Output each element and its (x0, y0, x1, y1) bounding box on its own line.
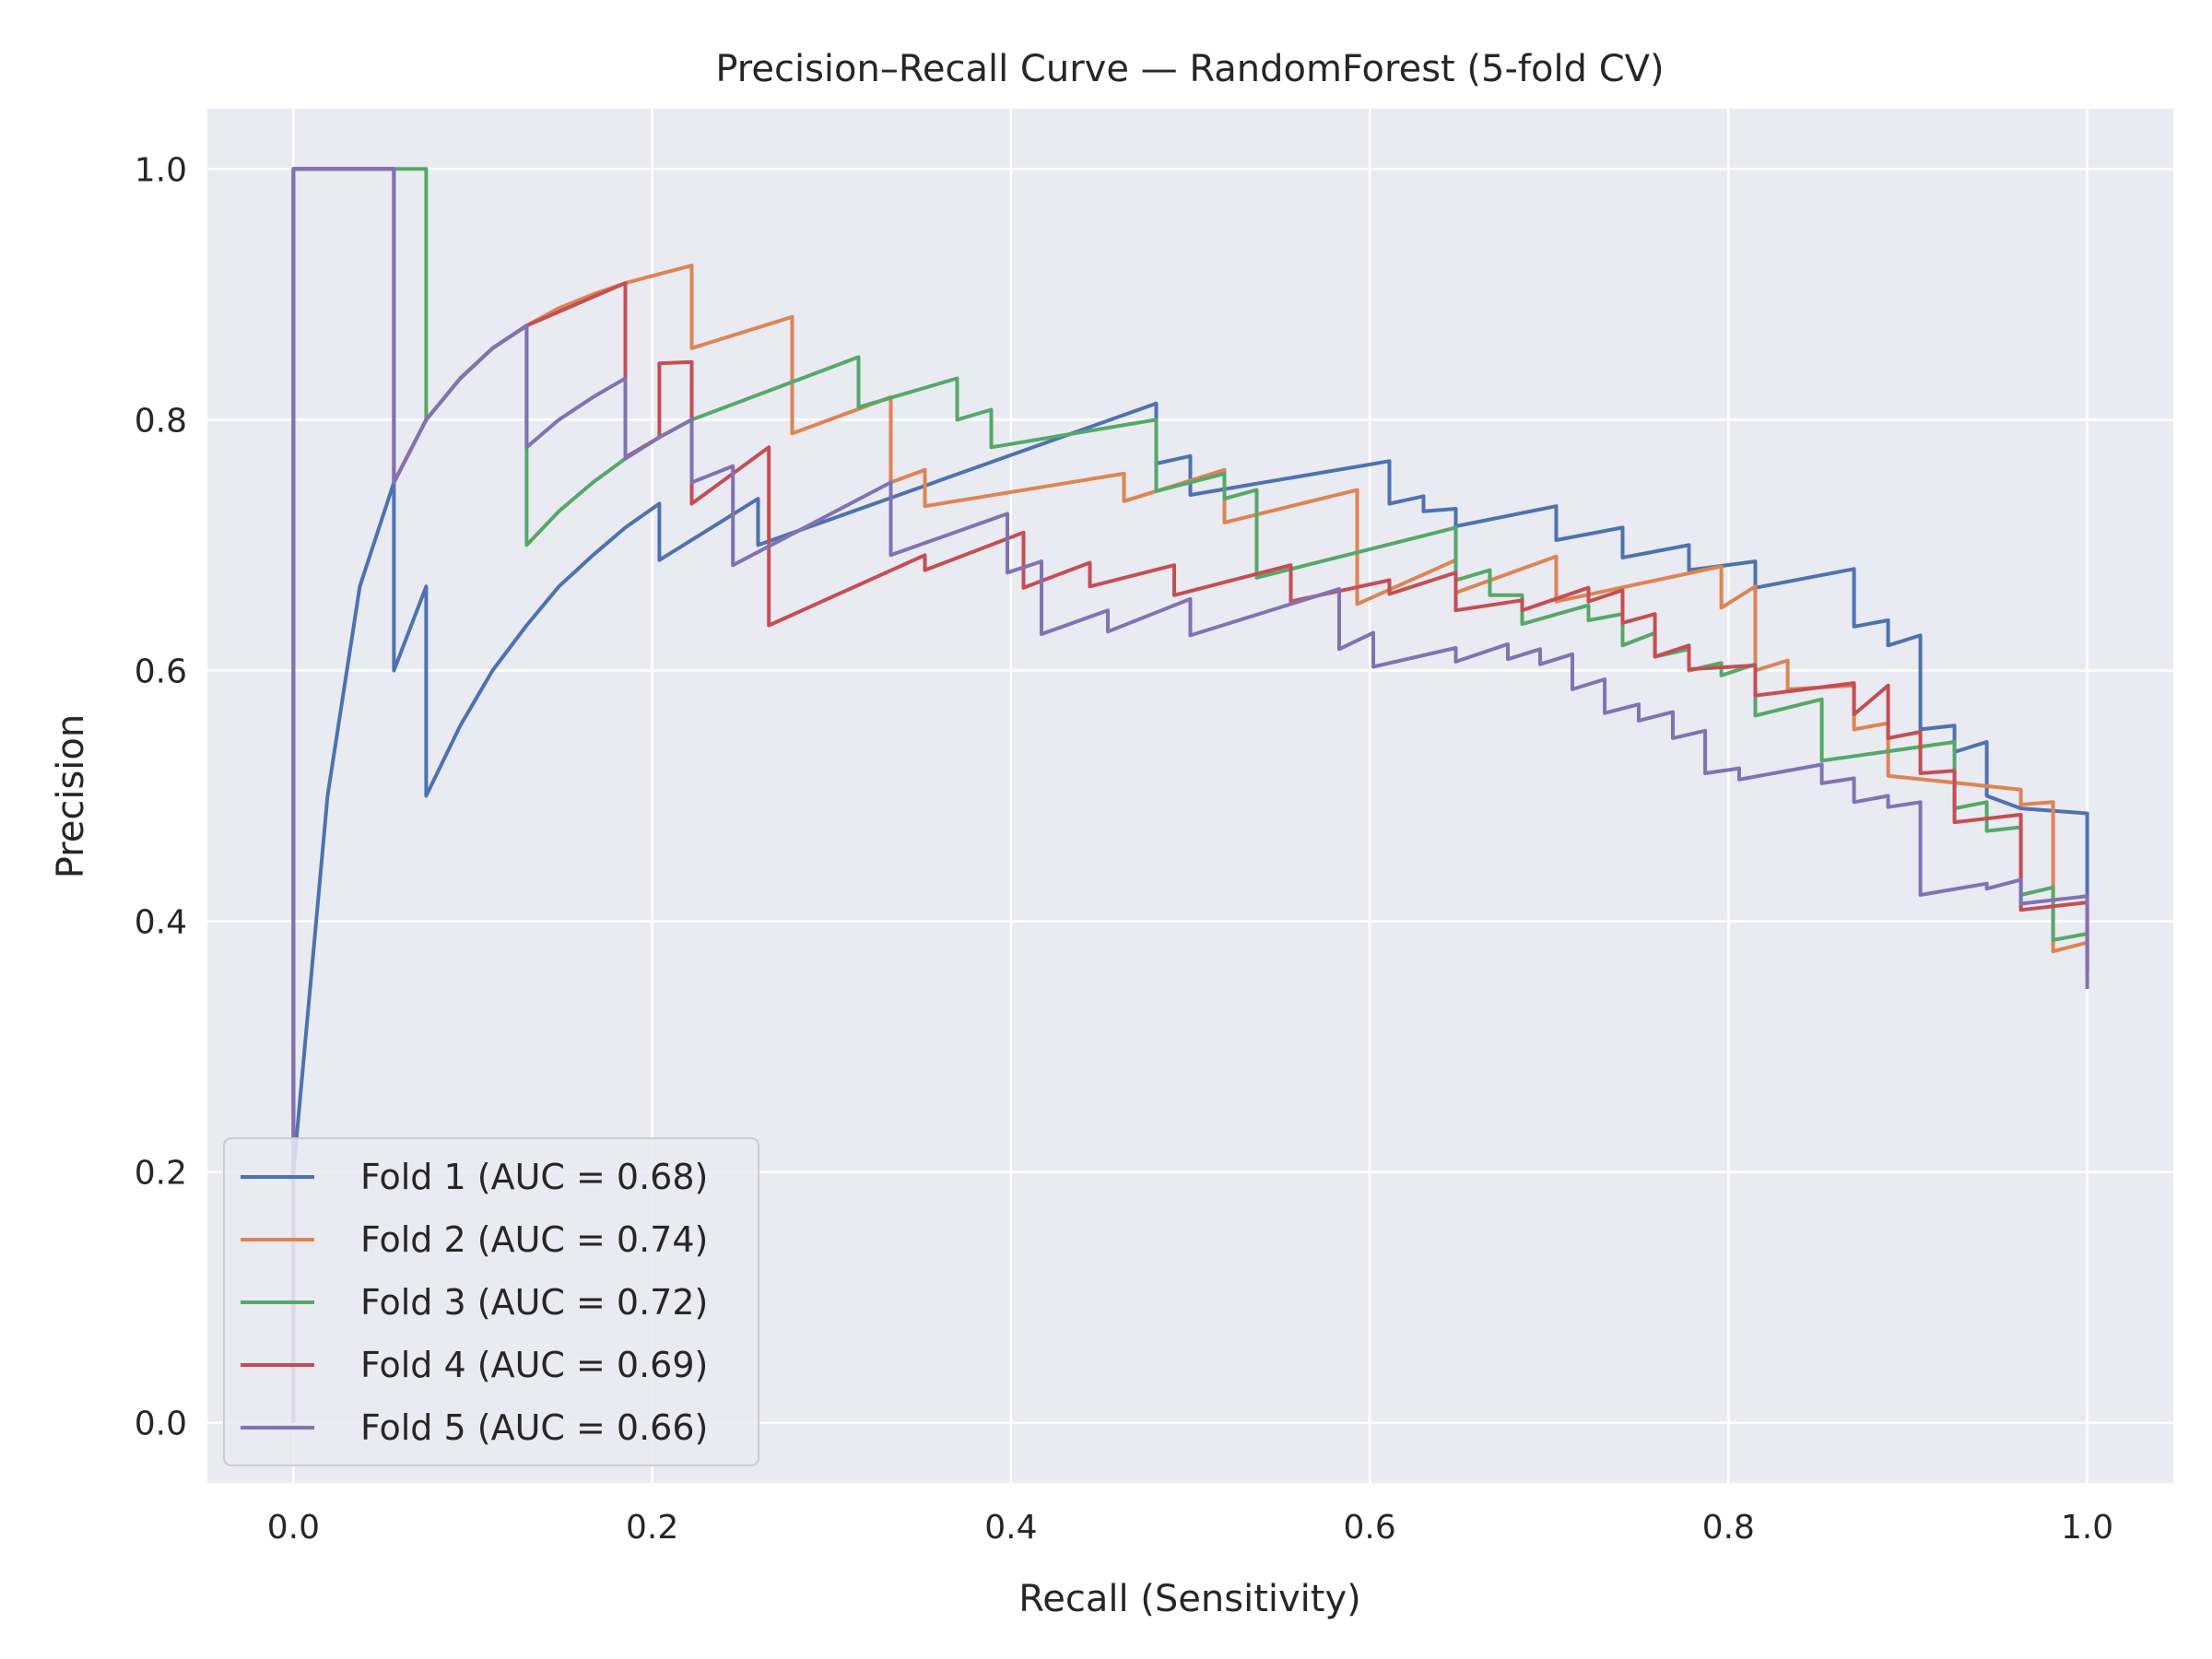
y-axis-ticks: 0.0 0.2 0.4 0.6 0.8 1.0 (135, 151, 187, 1442)
series-line-fold-3 (291, 167, 2089, 1423)
legend-label: Fold 1 (AUC = 0.68) (360, 1157, 708, 1197)
x-tick-label: 0.8 (1702, 1509, 1755, 1547)
series-group (291, 167, 2089, 1423)
series-line-fold-1 (291, 167, 2089, 1423)
x-tick-label: 0.4 (984, 1509, 1037, 1547)
x-tick-label: 1.0 (2061, 1509, 2113, 1547)
x-axis-label: Recall (Sensitivity) (1018, 1578, 1361, 1620)
x-tick-label: 0.0 (267, 1509, 320, 1547)
legend-label: Fold 2 (AUC = 0.74) (360, 1219, 708, 1260)
legend-label: Fold 3 (AUC = 0.72) (360, 1282, 708, 1323)
y-tick-label: 0.6 (135, 653, 187, 690)
y-axis-label: Precision (50, 714, 92, 878)
legend-box (223, 1137, 759, 1466)
x-tick-label: 0.6 (1343, 1509, 1395, 1547)
y-tick-label: 0.2 (135, 1155, 187, 1193)
x-axis-ticks: 0.0 0.2 0.4 0.6 0.8 1.0 (267, 1509, 2113, 1547)
legend-label: Fold 5 (AUC = 0.66) (360, 1407, 708, 1448)
chart-title: Precision–Recall Curve — RandomForest (5… (715, 48, 1664, 90)
y-tick-label: 0.0 (135, 1406, 187, 1443)
x-tick-label: 0.2 (626, 1509, 678, 1547)
y-tick-label: 0.8 (135, 402, 187, 440)
legend-label: Fold 4 (AUC = 0.69) (360, 1345, 708, 1385)
series-line-fold-5 (291, 167, 2089, 1423)
y-tick-label: 0.4 (135, 904, 187, 942)
legend: Fold 1 (AUC = 0.68) Fold 2 (AUC = 0.74) Fo… (223, 1137, 759, 1466)
y-tick-label: 1.0 (135, 151, 187, 189)
